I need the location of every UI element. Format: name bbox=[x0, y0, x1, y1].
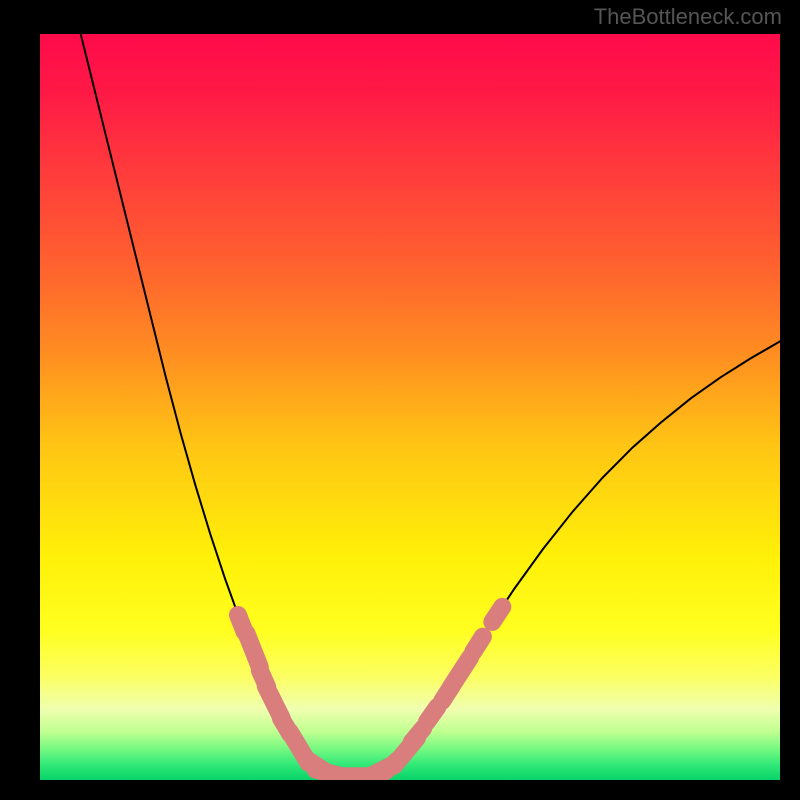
chart-background bbox=[40, 34, 780, 780]
curve-marker bbox=[412, 728, 423, 742]
watermark-text: TheBottleneck.com bbox=[594, 4, 782, 30]
curve-marker bbox=[492, 607, 502, 622]
chart-svg bbox=[40, 34, 780, 780]
curve-marker bbox=[427, 707, 437, 722]
curve-marker bbox=[473, 637, 483, 652]
bottleneck-chart bbox=[40, 34, 780, 780]
